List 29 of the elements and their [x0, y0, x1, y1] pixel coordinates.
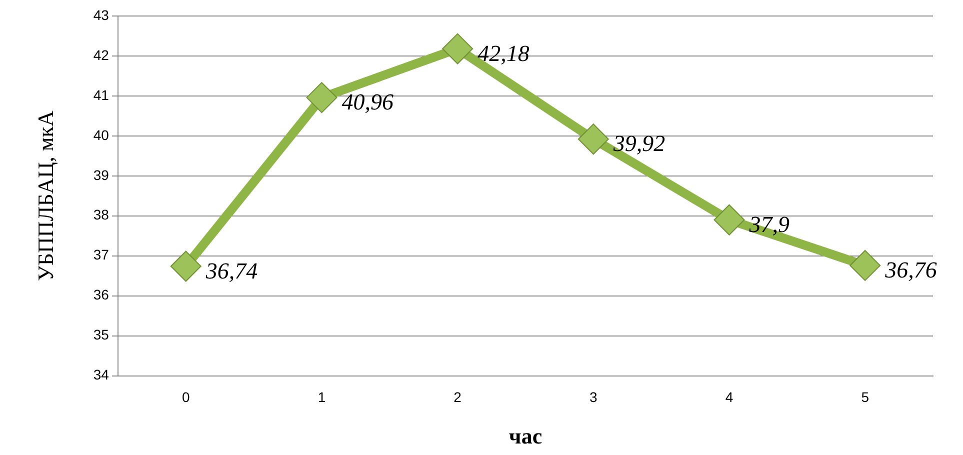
x-tick-label: 0	[182, 389, 190, 406]
y-tick-label: 41	[93, 86, 110, 103]
x-tick-label: 3	[590, 389, 598, 406]
data-label: 40,96	[342, 90, 394, 115]
y-tick-label: 36	[93, 286, 110, 303]
point	[306, 82, 338, 114]
y-tick-label: 40	[93, 126, 110, 143]
x-tick-label: 5	[861, 389, 870, 406]
x-axis-title: час	[508, 423, 542, 448]
y-tick-label: 34	[93, 366, 110, 383]
point	[850, 250, 881, 281]
point	[442, 33, 474, 64]
data-label: 42,18	[478, 40, 530, 66]
data-label: 39,92	[612, 131, 666, 156]
y-tick-label: 38	[93, 206, 110, 223]
x-tick-label: 4	[725, 389, 734, 406]
y-axis-title: УБППЛБАЦ, мкА	[32, 110, 58, 282]
y-tick-label: 37	[93, 246, 110, 263]
y-tick-label: 39	[93, 166, 110, 183]
x-tick-label: 1	[318, 389, 326, 406]
point	[170, 250, 202, 282]
data-label: 36,74	[204, 258, 258, 284]
y-tick-label: 35	[93, 326, 110, 343]
y-tick-label: 43	[93, 6, 110, 23]
point	[714, 204, 745, 236]
point	[578, 124, 609, 155]
y-tick-label: 42	[93, 46, 110, 63]
data-label: 36,76	[884, 258, 938, 283]
x-tick-label: 2	[454, 389, 462, 406]
